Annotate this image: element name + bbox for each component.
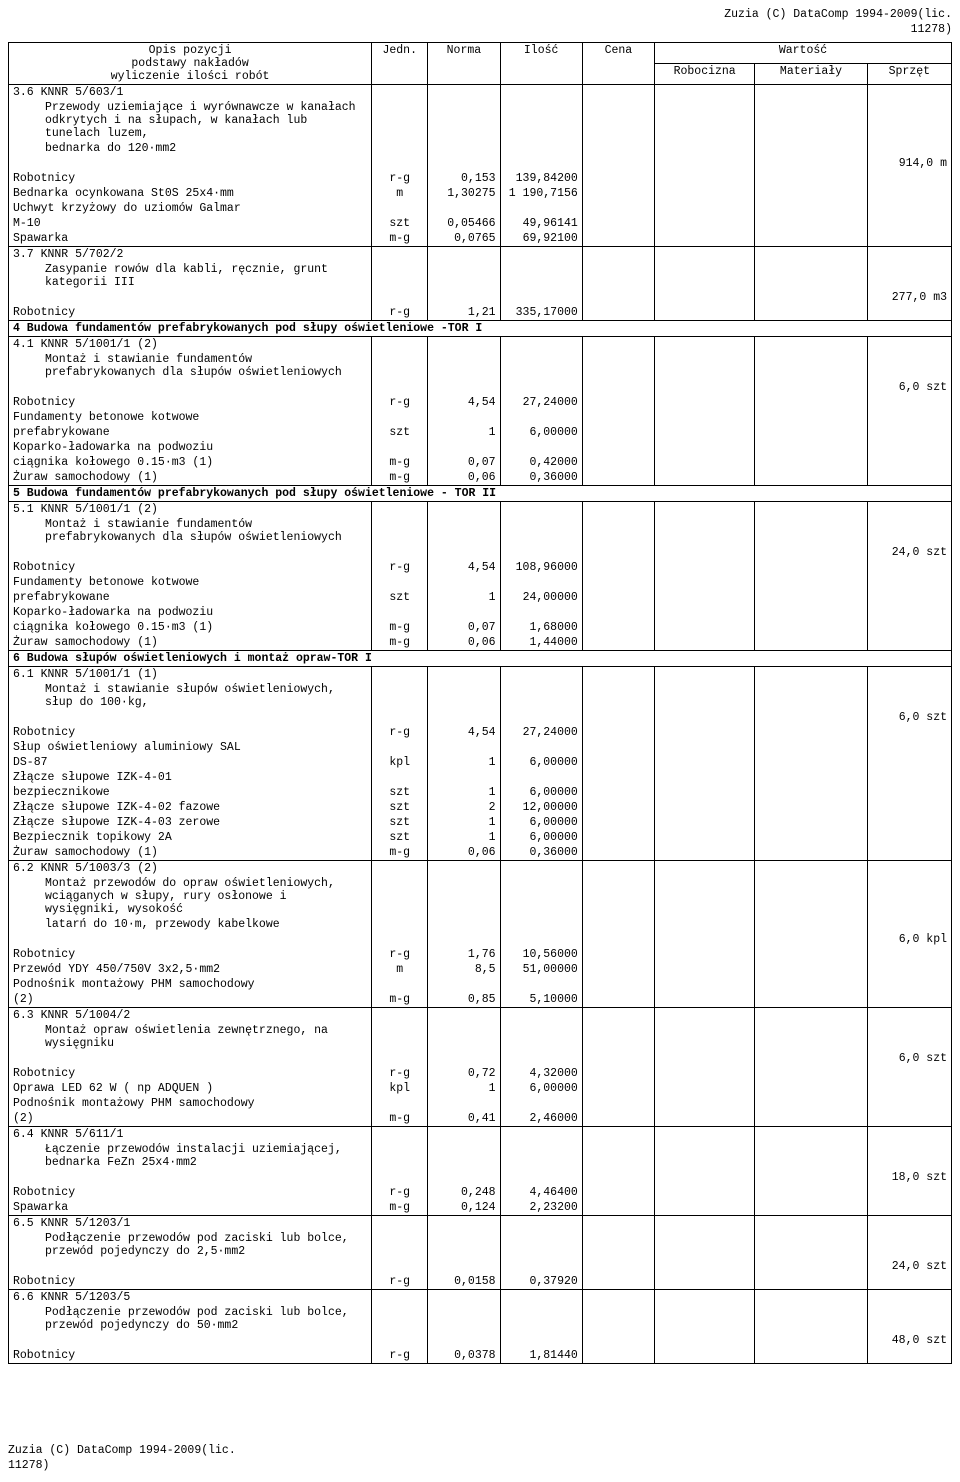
item-result-row: 24,0 szt bbox=[9, 1259, 952, 1274]
item-code-row: 5.1 KNNR 5/1001/1 (2) bbox=[9, 501, 952, 517]
item-desc-row: latarń do 10·m, przewody kabelkowe bbox=[9, 917, 952, 932]
item-detail-row: Żuraw samochodowy (1)m-g0,060,36000 bbox=[9, 470, 952, 486]
hdr-wartosc: Wartość bbox=[655, 42, 952, 63]
hdr-jedn: Jedn. bbox=[372, 42, 428, 84]
item-detail-row: (2)m-g0,855,10000 bbox=[9, 992, 952, 1008]
item-desc-row: Podłączenie przewodów pod zaciski lub bo… bbox=[9, 1231, 952, 1259]
item-detail-row: prefabrykowaneszt16,00000 bbox=[9, 425, 952, 440]
item-result-row: 6,0 szt bbox=[9, 1051, 952, 1066]
item-result-row: 6,0 szt bbox=[9, 380, 952, 395]
item-desc-row: Montaż przewodów do opraw oświetleniowyc… bbox=[9, 876, 952, 917]
item-detail-row: Robotnicyr-g0,153139,84200 bbox=[9, 171, 952, 186]
item-result-row: 48,0 szt bbox=[9, 1333, 952, 1348]
hdr-spr: Sprzęt bbox=[867, 63, 951, 84]
item-desc-row: Przewody uziemiające i wyrównawcze w kan… bbox=[9, 100, 952, 141]
item-detail-row: Robotnicyr-g0,724,32000 bbox=[9, 1066, 952, 1081]
cost-table: Opis pozycji podstawy nakładów wyliczeni… bbox=[8, 42, 952, 1364]
section-header: 5 Budowa fundamentów prefabrykowanych po… bbox=[9, 485, 952, 501]
item-detail-row: Złącze słupowe IZK-4-01 bbox=[9, 770, 952, 785]
item-code-row: 6.6 KNNR 5/1203/5 bbox=[9, 1289, 952, 1305]
item-detail-row: Złącze słupowe IZK-4-03 zeroweszt16,0000… bbox=[9, 815, 952, 830]
item-desc-row: Montaż opraw oświetlenia zewnętrznego, n… bbox=[9, 1023, 952, 1051]
footer-l1: Zuzia (C) DataComp 1994-2009(lic. bbox=[8, 1444, 236, 1457]
item-detail-row: Robotnicyr-g1,21335,17000 bbox=[9, 305, 952, 321]
item-detail-row: Fundamenty betonowe kotwowe bbox=[9, 575, 952, 590]
hdr-opis-1: Opis pozycji bbox=[149, 44, 232, 57]
item-detail-row: DS-87kpl16,00000 bbox=[9, 755, 952, 770]
item-detail-row: Fundamenty betonowe kotwowe bbox=[9, 410, 952, 425]
hdr-norma: Norma bbox=[428, 42, 500, 84]
item-desc-row: Montaż i stawianie fundamentów prefabryk… bbox=[9, 352, 952, 380]
item-detail-row: M-10szt0,0546649,96141 bbox=[9, 216, 952, 231]
item-desc-row: bednarka do 120·mm2 bbox=[9, 141, 952, 156]
item-detail-row: Złącze słupowe IZK-4-02 fazoweszt212,000… bbox=[9, 800, 952, 815]
hdr-opis: Opis pozycji podstawy nakładów wyliczeni… bbox=[9, 42, 372, 84]
header-l1: Zuzia (C) DataComp 1994-2009(lic. bbox=[724, 8, 952, 21]
footer-l2: 11278) bbox=[8, 1459, 49, 1472]
item-detail-row: Robotnicyr-g0,03781,81440 bbox=[9, 1348, 952, 1364]
item-detail-row: Robotnicyr-g4,54108,96000 bbox=[9, 560, 952, 575]
item-detail-row: prefabrykowaneszt124,00000 bbox=[9, 590, 952, 605]
item-result-row: 18,0 szt bbox=[9, 1170, 952, 1185]
item-result-row: 277,0 m3 bbox=[9, 290, 952, 305]
item-result-row: 6,0 szt bbox=[9, 710, 952, 725]
hdr-ilosc: Ilość bbox=[500, 42, 582, 84]
section-header: 6 Budowa słupów oświetleniowych i montaż… bbox=[9, 650, 952, 666]
item-detail-row: Bezpiecznik topikowy 2Aszt16,00000 bbox=[9, 830, 952, 845]
hdr-opis-2: podstawy nakładów bbox=[131, 57, 248, 70]
section-header: 4 Budowa fundamentów prefabrykowanych po… bbox=[9, 320, 952, 336]
item-detail-row: Oprawa LED 62 W ( np ADQUEN )kpl16,00000 bbox=[9, 1081, 952, 1096]
item-detail-row: ciągnika kołowego 0.15·m3 (1)m-g0,071,68… bbox=[9, 620, 952, 635]
item-detail-row: Podnośnik montażowy PHM samochodowy bbox=[9, 1096, 952, 1111]
item-detail-row: Robotnicyr-g0,01580,37920 bbox=[9, 1274, 952, 1290]
item-result-row: 24,0 szt bbox=[9, 545, 952, 560]
item-detail-row: Żuraw samochodowy (1)m-g0,061,44000 bbox=[9, 635, 952, 651]
item-detail-row: Przewód YDY 450/750V 3x2,5·mm2m8,551,000… bbox=[9, 962, 952, 977]
item-desc-row: Łączenie przewodów instalacji uziemiając… bbox=[9, 1142, 952, 1170]
item-detail-row: bezpiecznikoweszt16,00000 bbox=[9, 785, 952, 800]
hdr-cena: Cena bbox=[582, 42, 654, 84]
header-row-1: Opis pozycji podstawy nakładów wyliczeni… bbox=[9, 42, 952, 63]
item-result-row: 914,0 m bbox=[9, 156, 952, 171]
item-detail-row: Robotnicyr-g4,5427,24000 bbox=[9, 725, 952, 740]
item-code-row: 3.6 KNNR 5/603/1 bbox=[9, 84, 952, 100]
item-result-row: 6,0 kpl bbox=[9, 932, 952, 947]
item-detail-row: Uchwyt krzyżowy do uziomów Galmar bbox=[9, 201, 952, 216]
item-detail-row: Żuraw samochodowy (1)m-g0,060,36000 bbox=[9, 845, 952, 861]
item-detail-row: Koparko-ładowarka na podwoziu bbox=[9, 440, 952, 455]
header-text: Zuzia (C) DataComp 1994-2009(lic. 11278) bbox=[8, 8, 952, 38]
item-detail-row: Spawarkam-g0,076569,92100 bbox=[9, 231, 952, 247]
item-code-row: 6.2 KNNR 5/1003/3 (2) bbox=[9, 860, 952, 876]
footer-text: Zuzia (C) DataComp 1994-2009(lic. 11278) bbox=[8, 1444, 952, 1474]
item-detail-row: Słup oświetleniowy aluminiowy SAL bbox=[9, 740, 952, 755]
item-code-row: 6.3 KNNR 5/1004/2 bbox=[9, 1007, 952, 1023]
item-detail-row: (2)m-g0,412,46000 bbox=[9, 1111, 952, 1127]
item-detail-row: Robotnicyr-g4,5427,24000 bbox=[9, 395, 952, 410]
item-code-row: 6.1 KNNR 5/1001/1 (1) bbox=[9, 666, 952, 682]
hdr-rob: Robocizna bbox=[655, 63, 755, 84]
item-desc-row: Montaż i stawianie słupów oświetleniowyc… bbox=[9, 682, 952, 710]
item-detail-row: Podnośnik montażowy PHM samochodowy bbox=[9, 977, 952, 992]
item-detail-row: Robotnicyr-g1,7610,56000 bbox=[9, 947, 952, 962]
item-code-row: 3.7 KNNR 5/702/2 bbox=[9, 246, 952, 262]
item-detail-row: Bednarka ocynkowana St0S 25x4·mmm1,30275… bbox=[9, 186, 952, 201]
hdr-opis-3: wyliczenie ilości robót bbox=[111, 70, 270, 83]
item-desc-row: Zasypanie rowów dla kabli, ręcznie, grun… bbox=[9, 262, 952, 290]
item-code-row: 6.5 KNNR 5/1203/1 bbox=[9, 1215, 952, 1231]
item-code-row: 6.4 KNNR 5/611/1 bbox=[9, 1126, 952, 1142]
item-detail-row: Spawarkam-g0,1242,23200 bbox=[9, 1200, 952, 1216]
item-desc-row: Podłączenie przewodów pod zaciski lub bo… bbox=[9, 1305, 952, 1333]
item-detail-row: Robotnicyr-g0,2484,46400 bbox=[9, 1185, 952, 1200]
hdr-mat: Materiały bbox=[755, 63, 867, 84]
item-detail-row: ciągnika kołowego 0.15·m3 (1)m-g0,070,42… bbox=[9, 455, 952, 470]
item-code-row: 4.1 KNNR 5/1001/1 (2) bbox=[9, 336, 952, 352]
header-l2: 11278) bbox=[911, 23, 952, 36]
item-desc-row: Montaż i stawianie fundamentów prefabryk… bbox=[9, 517, 952, 545]
item-detail-row: Koparko-ładowarka na podwoziu bbox=[9, 605, 952, 620]
